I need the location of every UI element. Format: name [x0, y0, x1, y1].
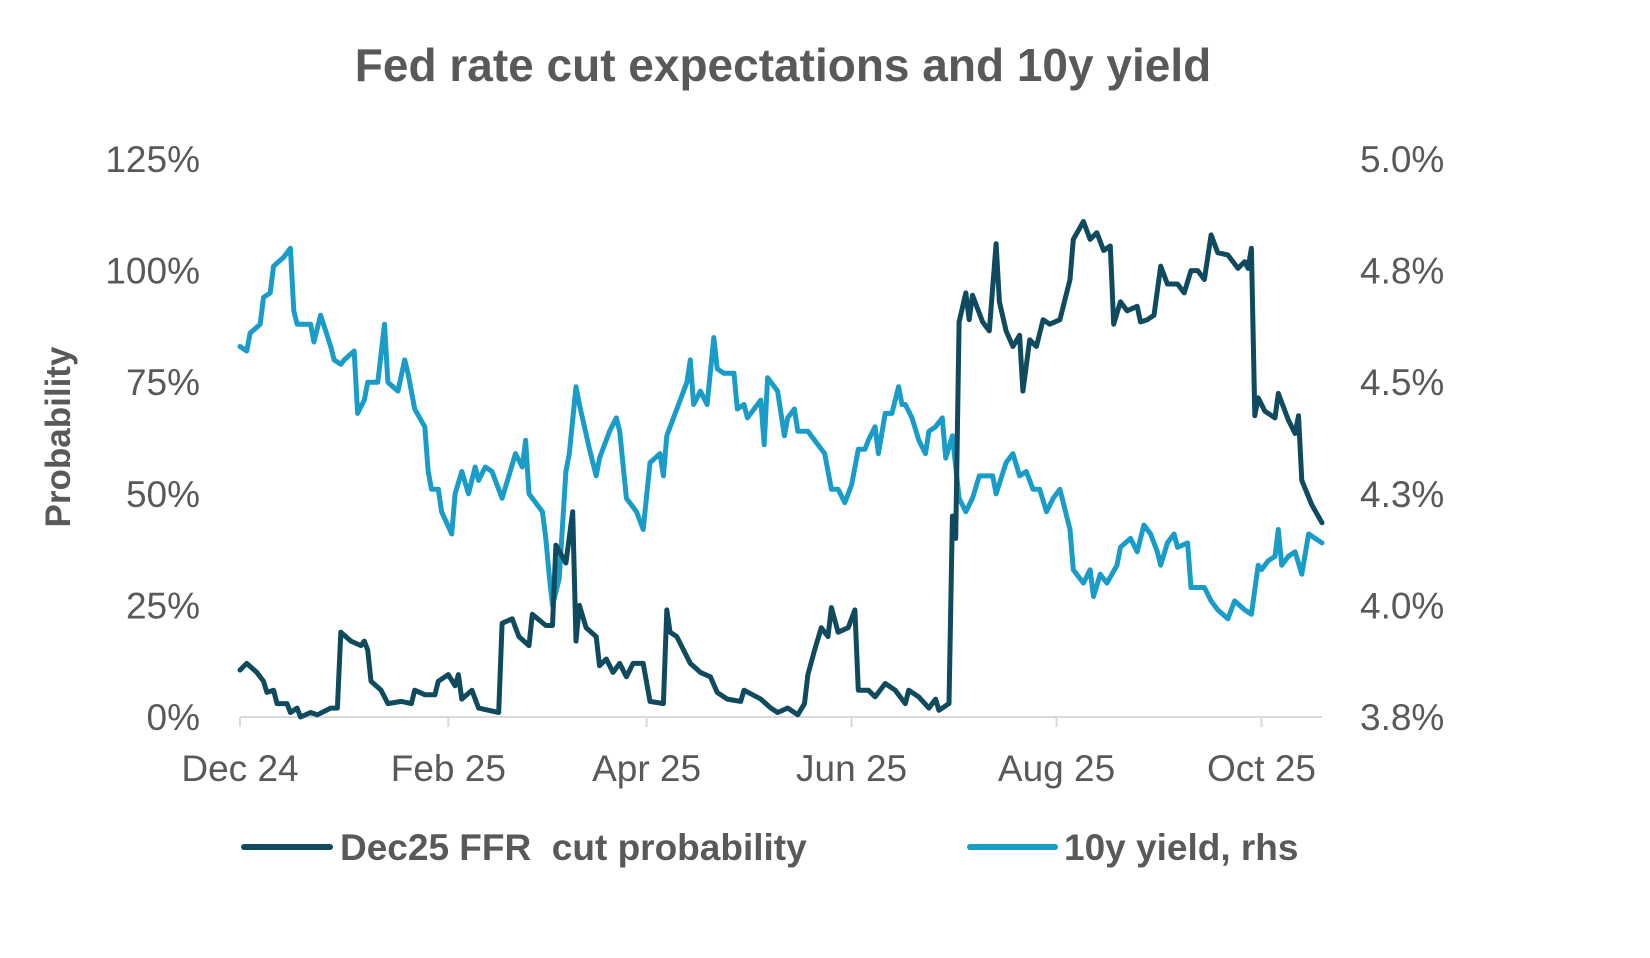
series-line-cut-probability: [237, 219, 1325, 720]
x-tick-label: Dec 24: [181, 748, 298, 789]
x-tick-label: Apr 25: [592, 748, 701, 789]
left-tick-label: 0%: [147, 697, 200, 738]
right-tick-label: 5.0%: [1360, 139, 1444, 180]
left-axis-ticks: 0% 25% 50% 75% 100% 125%: [105, 139, 200, 738]
x-tick-label: Oct 25: [1207, 748, 1316, 789]
left-tick-label: 100%: [105, 251, 200, 292]
chart-title: Fed rate cut expectations and 10y yield: [355, 39, 1211, 91]
right-tick-label: 4.0%: [1360, 585, 1444, 626]
right-tick-label: 3.8%: [1360, 697, 1444, 738]
x-tick-label: Feb 25: [391, 748, 506, 789]
legend-label-10y-yield: 10y yield, rhs: [1064, 827, 1298, 868]
x-tick-label: Jun 25: [796, 748, 907, 789]
x-tick-label: Aug 25: [998, 748, 1115, 789]
legend-label-cut-probability: Dec25 FFR cut probability: [340, 827, 807, 868]
left-tick-label: 125%: [105, 139, 200, 180]
legend: Dec25 FFR cut probability 10y yield, rhs: [241, 827, 1298, 868]
right-tick-label: 4.3%: [1360, 474, 1444, 515]
y-axis-label: Probability: [39, 346, 78, 527]
left-tick-label: 50%: [126, 474, 200, 515]
left-tick-label: 25%: [126, 585, 200, 626]
x-axis-ticks: Dec 24 Feb 25 Apr 25 Jun 25 Aug 25 Oct 25: [181, 717, 1316, 789]
right-axis-ticks: 3.8% 4.0% 4.3% 4.5% 4.8% 5.0%: [1360, 139, 1444, 738]
series-line-10y-yield: [237, 245, 1325, 622]
right-tick-label: 4.8%: [1360, 251, 1444, 292]
series-lines: [237, 219, 1325, 720]
left-tick-label: 75%: [126, 362, 200, 403]
right-tick-label: 4.5%: [1360, 362, 1444, 403]
